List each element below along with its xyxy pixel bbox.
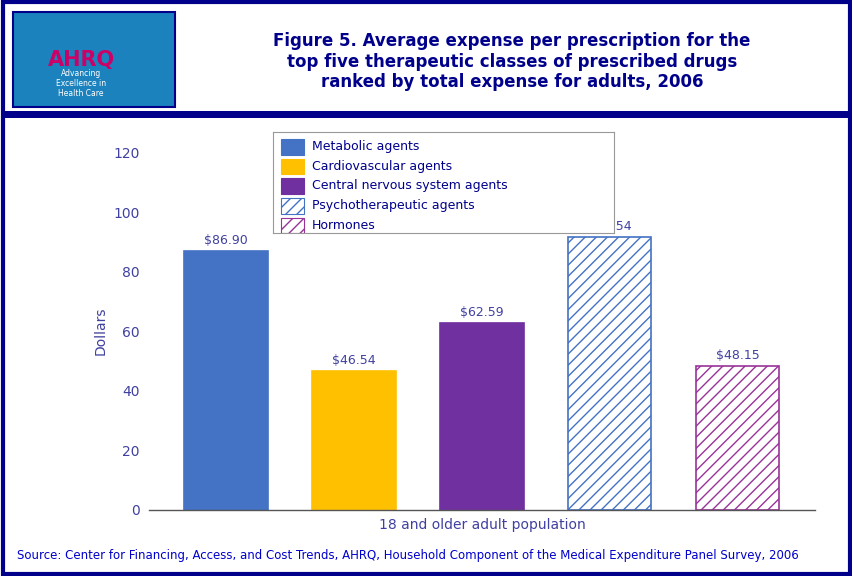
Text: $86.90: $86.90 xyxy=(204,234,248,247)
Text: Psychotherapeutic agents: Psychotherapeutic agents xyxy=(312,199,475,212)
Text: Advancing
Excellence in
Health Care: Advancing Excellence in Health Care xyxy=(56,69,106,98)
Text: $46.54: $46.54 xyxy=(331,354,376,367)
Y-axis label: Dollars: Dollars xyxy=(94,307,107,355)
Text: Source: Center for Financing, Access, and Cost Trends, AHRQ, Household Component: Source: Center for Financing, Access, an… xyxy=(17,550,797,562)
Text: $62.59: $62.59 xyxy=(459,306,504,319)
Bar xyxy=(567,237,651,510)
Bar xyxy=(184,251,268,510)
Bar xyxy=(281,139,303,155)
Text: Hormones: Hormones xyxy=(312,219,376,232)
Text: Central nervous system agents: Central nervous system agents xyxy=(312,179,507,192)
Text: $91.54: $91.54 xyxy=(587,220,631,233)
Text: $48.15: $48.15 xyxy=(715,349,759,362)
Bar xyxy=(281,198,303,214)
Text: Cardiovascular agents: Cardiovascular agents xyxy=(312,160,452,173)
Bar xyxy=(281,158,303,175)
Bar xyxy=(281,179,303,194)
Bar xyxy=(312,372,395,510)
X-axis label: 18 and older adult population: 18 and older adult population xyxy=(378,518,584,532)
Bar xyxy=(281,218,303,233)
Text: Metabolic agents: Metabolic agents xyxy=(312,140,419,153)
Bar xyxy=(440,324,523,510)
Text: AHRQ: AHRQ xyxy=(48,51,114,70)
Text: Figure 5. Average expense per prescription for the
top five therapeutic classes : Figure 5. Average expense per prescripti… xyxy=(273,32,750,92)
Bar xyxy=(695,366,779,510)
